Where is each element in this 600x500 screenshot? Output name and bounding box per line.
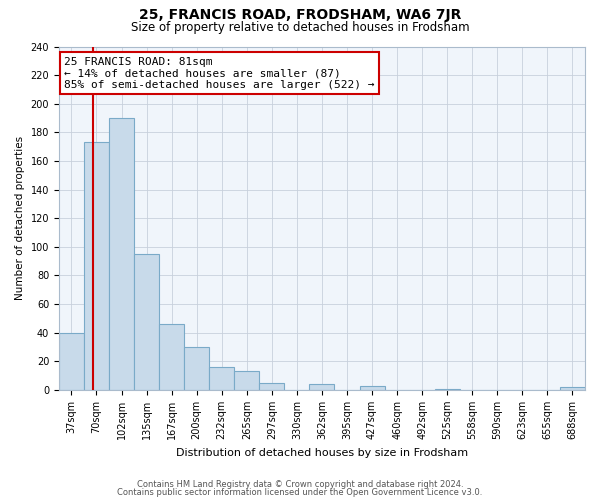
X-axis label: Distribution of detached houses by size in Frodsham: Distribution of detached houses by size … <box>176 448 468 458</box>
Text: Contains HM Land Registry data © Crown copyright and database right 2024.: Contains HM Land Registry data © Crown c… <box>137 480 463 489</box>
Bar <box>234 372 259 390</box>
Bar <box>259 383 284 390</box>
Text: Contains public sector information licensed under the Open Government Licence v3: Contains public sector information licen… <box>118 488 482 497</box>
Text: 25, FRANCIS ROAD, FRODSHAM, WA6 7JR: 25, FRANCIS ROAD, FRODSHAM, WA6 7JR <box>139 8 461 22</box>
Bar <box>109 118 134 390</box>
Bar <box>184 347 209 390</box>
Bar <box>59 332 84 390</box>
Bar <box>159 324 184 390</box>
Bar <box>310 384 334 390</box>
Bar <box>209 367 234 390</box>
Text: 25 FRANCIS ROAD: 81sqm
← 14% of detached houses are smaller (87)
85% of semi-det: 25 FRANCIS ROAD: 81sqm ← 14% of detached… <box>64 57 374 90</box>
Bar <box>84 142 109 390</box>
Text: Size of property relative to detached houses in Frodsham: Size of property relative to detached ho… <box>131 21 469 34</box>
Bar <box>560 387 585 390</box>
Bar <box>434 388 460 390</box>
Bar <box>359 386 385 390</box>
Bar <box>134 254 159 390</box>
Y-axis label: Number of detached properties: Number of detached properties <box>15 136 25 300</box>
